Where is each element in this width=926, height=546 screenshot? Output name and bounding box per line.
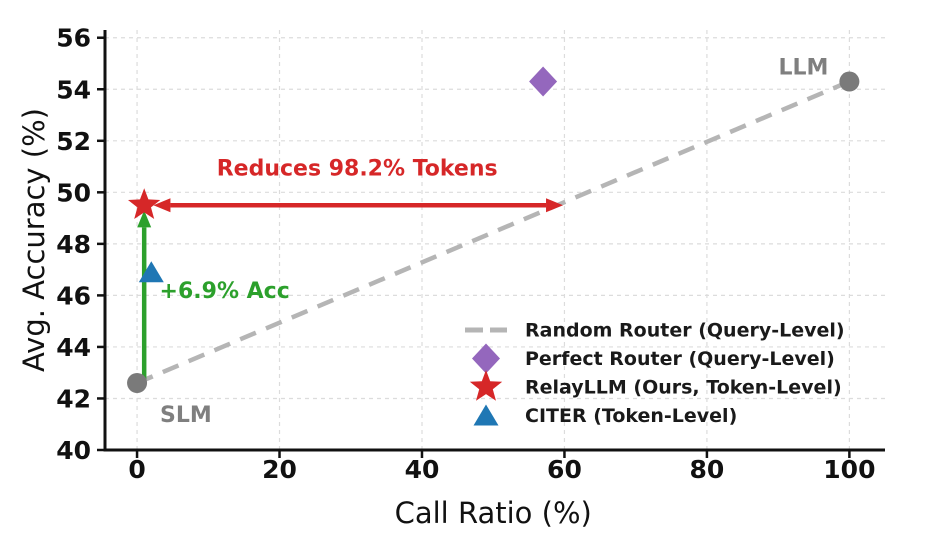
x-tick-label: 40 [405,455,440,484]
tokens-arrow-head [546,198,564,213]
y-tick-label: 50 [56,178,91,207]
y-tick-label: 56 [56,24,91,53]
x-tick-label: 20 [262,455,297,484]
tokens-arrow [153,198,564,213]
legend-marker-star-icon [469,370,503,401]
llm-label: LLM [778,56,828,81]
perfect-router-point [529,66,558,97]
llm-point [839,71,860,92]
y-tick-label: 54 [56,75,91,104]
x-tick-label: 60 [547,455,582,484]
legend-label: Perfect Router (Query-Level) [525,348,835,370]
acc-arrow [137,210,152,384]
acc-annotation: +6.9% Acc [160,279,290,304]
y-tick-label: 40 [56,436,91,465]
random-router-line [136,79,851,386]
legend-item: RelayLLM (Ours, Token-Level) [469,370,842,401]
x-tick-label: 0 [128,455,145,484]
tokens-annotation: Reduces 98.2% Tokens [217,157,498,182]
y-tick-label: 48 [56,230,91,259]
acc-arrow-head [137,210,152,228]
legend-item: Random Router (Query-Level) [465,320,845,342]
legend-item: CITER (Token-Level) [473,404,737,427]
y-tick-label: 44 [56,333,91,362]
x-tick-label: 80 [690,455,725,484]
legend-label: Random Router (Query-Level) [525,320,845,342]
legend-marker-diamond-icon [472,343,500,374]
x-axis-label: Call Ratio (%) [395,496,592,530]
legend-label: CITER (Token-Level) [525,405,737,427]
legend: Random Router (Query-Level) Perfect Route… [465,320,845,427]
x-tick-label: 100 [823,455,875,484]
tokens-arrow-head [153,198,171,213]
legend-item: Perfect Router (Query-Level) [472,343,835,374]
slm-label: SLM [160,403,212,428]
legend-label: RelayLLM (Ours, Token-Level) [525,377,842,399]
citer-point [138,261,164,283]
y-tick-label: 52 [56,127,91,156]
y-axis-label: Avg. Accuracy (%) [17,108,51,372]
relayllm-point [128,188,161,219]
slm-point [127,373,148,394]
legend-marker-triangle-icon [473,404,499,426]
y-tick-label: 42 [56,384,91,413]
y-tick-label: 46 [56,281,91,310]
